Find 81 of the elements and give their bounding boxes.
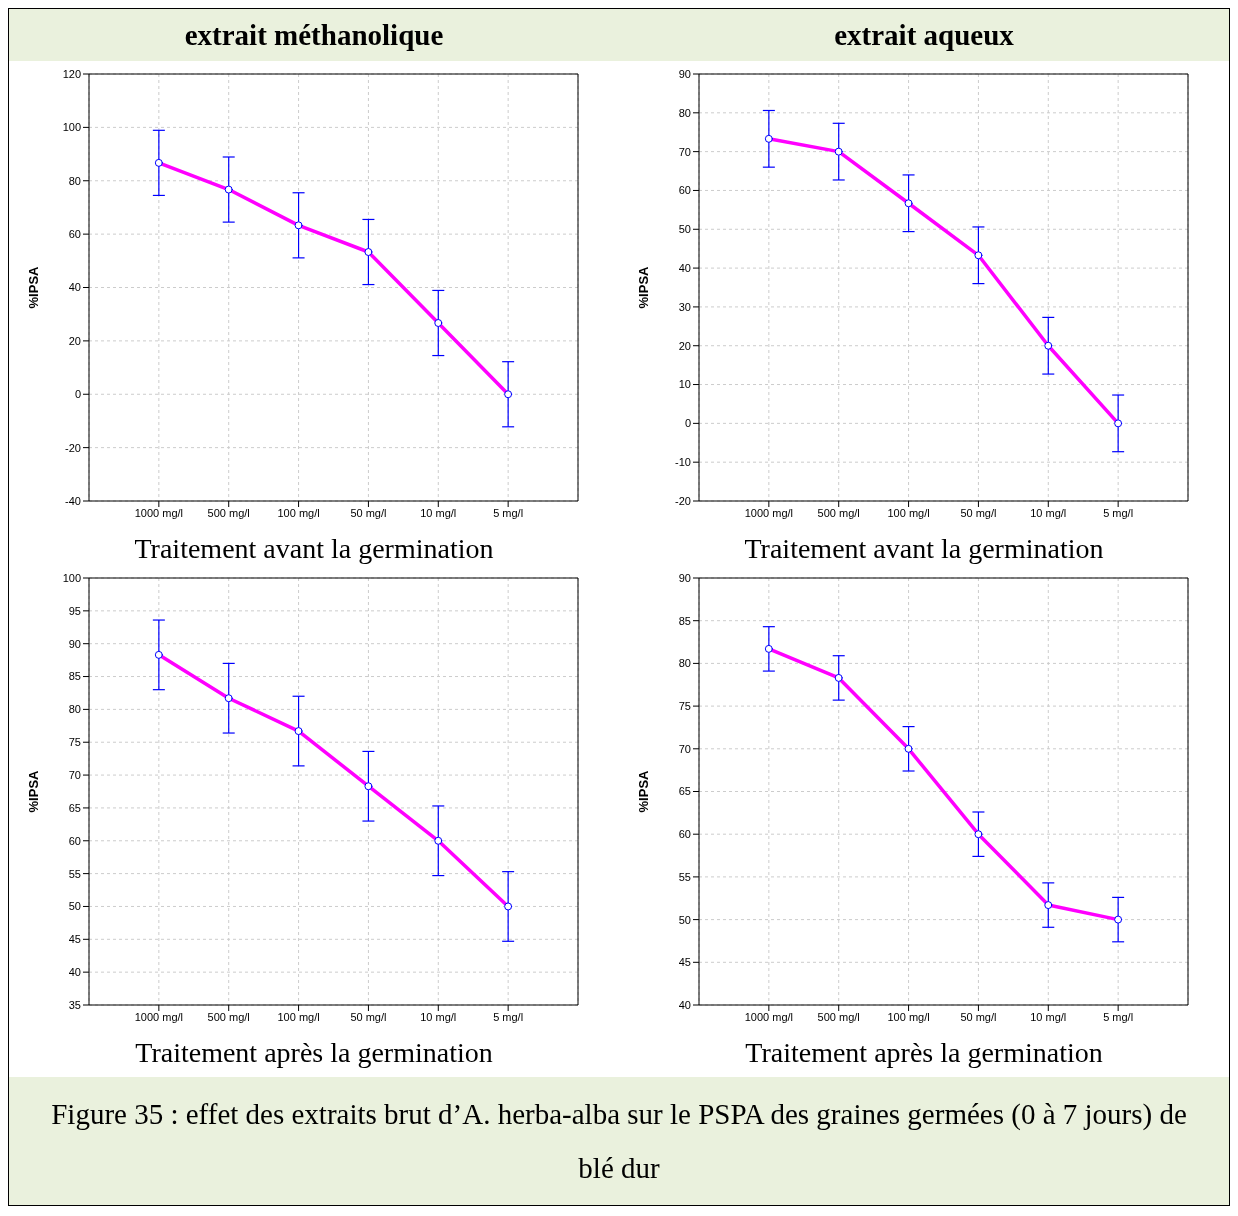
y-tick-label: 20 [678,339,691,352]
y-tick-label: 45 [68,933,81,946]
y-axis-title: %IPSA [25,265,41,309]
y-axis-title: %IPSA [635,769,651,813]
y-tick-label: 65 [678,785,691,798]
y-tick-label: 60 [678,828,691,841]
y-tick-label: 50 [68,900,81,913]
y-tick-label: 75 [678,700,691,713]
x-tick-label: 100 mg/l [277,1010,320,1023]
y-tick-label: 35 [68,998,81,1011]
y-tick-label: 85 [68,670,81,683]
y-tick-label: 45 [678,956,691,969]
y-tick-label: 0 [74,388,81,401]
y-tick-label: 40 [68,281,81,294]
x-tick-label: 500 mg/l [817,506,860,519]
y-tick-label: 0 [684,417,691,430]
y-tick-label: 70 [68,768,81,781]
x-tick-label: 10 mg/l [420,1010,457,1023]
x-tick-label: 50 mg/l [960,1010,997,1023]
x-tick-label: 500 mg/l [207,1010,250,1023]
x-tick-label: 50 mg/l [960,506,997,519]
y-tick-label: 75 [68,736,81,749]
chart-title: extrait méthanolique [183,18,445,52]
y-tick-label: 95 [68,604,81,617]
y-tick-label: 100 [62,571,81,584]
y-tick-label: 80 [678,106,691,119]
x-tick-label: 1000 mg/l [744,1010,794,1023]
chart-title: extrait aqueux [833,18,1015,52]
y-tick-label: 55 [68,867,81,880]
x-tick-label: 10 mg/l [420,506,457,519]
y-tick-label: -40 [65,494,81,507]
x-axis-title: Traitement après la germination [135,1037,493,1069]
y-tick-label: 80 [68,174,81,187]
x-tick-label: 1000 mg/l [134,506,184,519]
x-tick-label: 100 mg/l [887,1010,930,1023]
y-tick-label: 50 [678,913,691,926]
x-tick-label: 100 mg/l [277,506,320,519]
y-axis-title: %IPSA [25,769,41,813]
x-tick-label: 10 mg/l [1030,506,1067,519]
y-tick-label: 80 [678,657,691,670]
y-tick-label: -20 [675,494,691,507]
x-tick-label: 10 mg/l [1030,1010,1067,1023]
y-tick-label: 40 [68,966,81,979]
y-tick-label: 120 [62,67,81,80]
x-axis-title: Traitement avant la germination [744,533,1104,565]
y-tick-label: 90 [678,67,691,80]
x-axis-title: Traitement après la germination [745,1037,1103,1069]
y-tick-label: 60 [678,184,691,197]
x-tick-label: 1000 mg/l [134,1010,184,1023]
y-tick-label: 55 [678,870,691,883]
y-tick-label: -20 [65,441,81,454]
y-tick-label: -10 [675,456,691,469]
x-tick-label: 50 mg/l [350,1010,387,1023]
y-tick-label: 10 [678,378,691,391]
y-tick-label: 100 [62,121,81,134]
x-tick-label: 5 mg/l [493,1010,524,1023]
y-tick-label: 80 [68,703,81,716]
y-tick-label: 40 [678,262,691,274]
x-tick-label: 100 mg/l [887,506,930,519]
x-tick-label: 5 mg/l [493,506,524,519]
y-axis-title: %IPSA [635,265,651,309]
x-tick-label: 5 mg/l [1103,506,1134,519]
y-tick-label: 40 [678,998,691,1011]
x-tick-label: 500 mg/l [207,506,250,519]
x-axis-title: Traitement avant la germination [134,533,494,565]
y-tick-label: 60 [68,228,81,241]
x-tick-label: 500 mg/l [817,1010,860,1023]
x-tick-label: 1000 mg/l [744,506,794,519]
y-tick-label: 85 [678,614,691,627]
caption: Figure 35 : effet des extraits brut d’A. herba-alba sur le PSPA des graines germées (0 à 7 jours) de blé dur [9,1077,1229,1205]
y-tick-label: 20 [68,334,81,347]
y-tick-label: 90 [678,571,691,584]
x-tick-label: 5 mg/l [1103,1010,1134,1023]
x-tick-label: 50 mg/l [350,506,387,519]
y-tick-label: 50 [678,223,691,236]
y-tick-label: 90 [68,637,81,650]
y-tick-label: 65 [68,801,81,814]
y-tick-label: 60 [68,834,81,847]
y-tick-label: 30 [678,300,691,313]
y-tick-label: 70 [678,145,691,158]
y-tick-label: 70 [678,742,691,755]
